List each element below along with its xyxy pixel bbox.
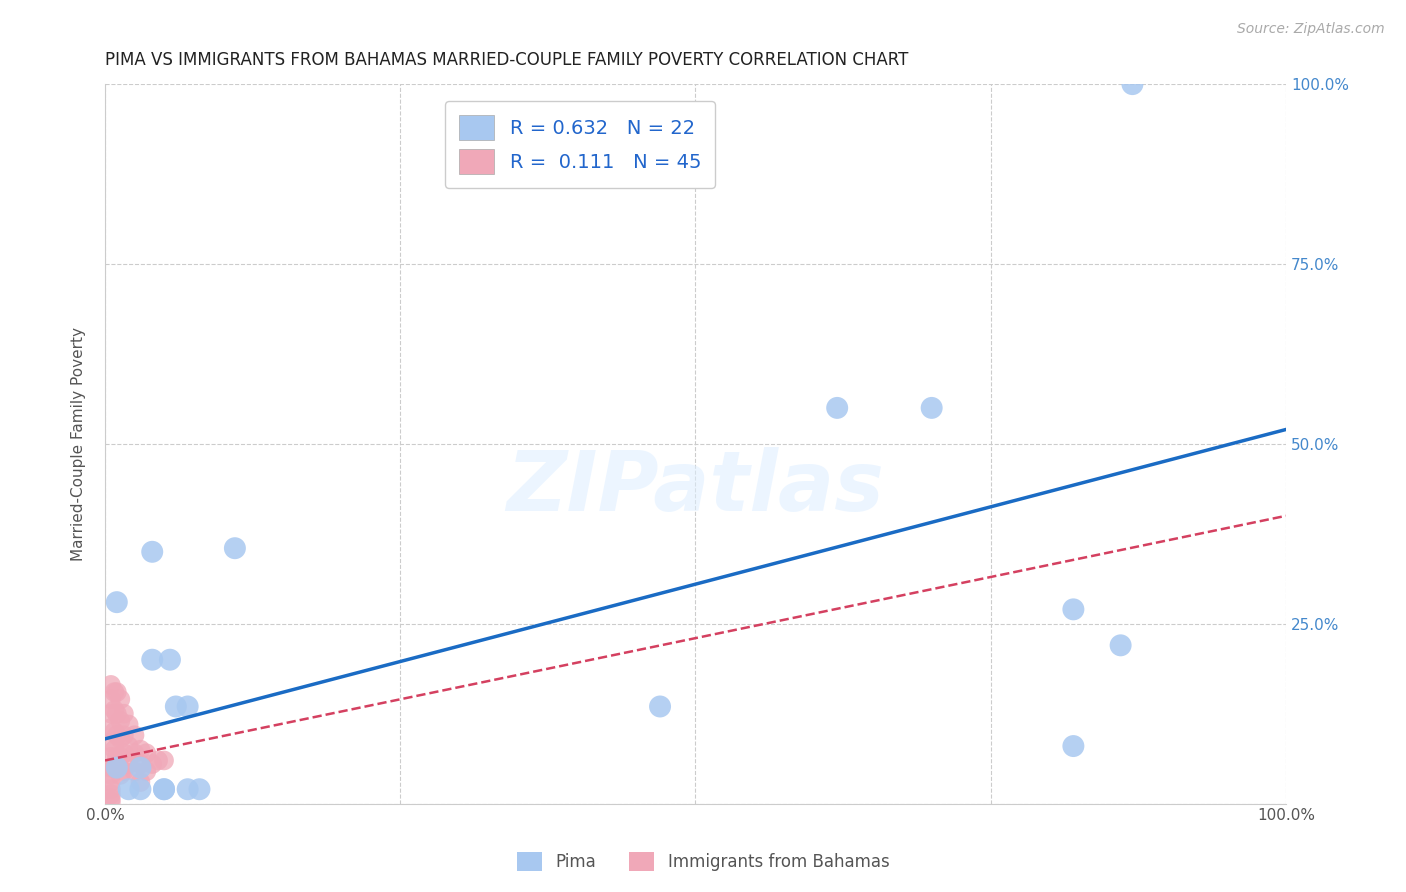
Point — [100, 749, 122, 764]
Point — [176, 782, 198, 797]
Point — [141, 545, 163, 559]
Point — [159, 653, 181, 667]
Point — [100, 706, 122, 721]
Point — [103, 742, 125, 756]
Text: PIMA VS IMMIGRANTS FROM BAHAMAS MARRIED-COUPLE FAMILY POVERTY CORRELATION CHART: PIMA VS IMMIGRANTS FROM BAHAMAS MARRIED-… — [105, 51, 908, 69]
Point — [105, 706, 128, 721]
Point — [112, 728, 135, 742]
Point — [117, 782, 139, 797]
Legend: Pima, Immigrants from Bahamas: Pima, Immigrants from Bahamas — [509, 843, 897, 880]
Point — [141, 757, 163, 772]
Point — [117, 757, 139, 772]
Point — [1109, 638, 1132, 652]
Point — [100, 735, 122, 749]
Point — [100, 775, 122, 789]
Point — [103, 761, 125, 775]
Point — [117, 739, 139, 753]
Point — [141, 653, 163, 667]
Legend: R = 0.632   N = 22, R =  0.111   N = 45: R = 0.632 N = 22, R = 0.111 N = 45 — [446, 101, 714, 188]
Point — [110, 714, 132, 728]
Point — [100, 787, 122, 801]
Point — [1062, 739, 1084, 753]
Text: Source: ZipAtlas.com: Source: ZipAtlas.com — [1237, 22, 1385, 37]
Point — [112, 746, 135, 760]
Point — [112, 764, 135, 779]
Point — [100, 721, 122, 735]
Point — [129, 757, 152, 772]
Point — [100, 678, 122, 692]
Point — [105, 685, 128, 699]
Text: ZIPatlas: ZIPatlas — [506, 447, 884, 527]
Point — [129, 775, 152, 789]
Point — [103, 724, 125, 739]
Point — [105, 749, 128, 764]
Point — [112, 706, 135, 721]
Point — [100, 795, 122, 809]
Point — [124, 746, 146, 760]
Point — [103, 703, 125, 717]
Point — [117, 717, 139, 731]
Point — [825, 401, 848, 415]
Point — [176, 699, 198, 714]
Point — [100, 782, 122, 797]
Point — [105, 761, 128, 775]
Point — [648, 699, 671, 714]
Point — [110, 768, 132, 782]
Point — [135, 746, 157, 760]
Point — [129, 742, 152, 756]
Point — [146, 754, 169, 768]
Point — [129, 782, 152, 797]
Point — [921, 401, 943, 415]
Point — [100, 761, 122, 775]
Point — [105, 595, 128, 609]
Point — [153, 782, 176, 797]
Point — [165, 699, 187, 714]
Point — [1062, 602, 1084, 616]
Point — [188, 782, 211, 797]
Point — [100, 768, 122, 782]
Point — [110, 749, 132, 764]
Point — [105, 728, 128, 742]
Point — [100, 791, 122, 805]
Point — [135, 764, 157, 779]
Y-axis label: Married-Couple Family Poverty: Married-Couple Family Poverty — [72, 326, 86, 561]
Point — [124, 764, 146, 779]
Point — [153, 782, 176, 797]
Point — [224, 541, 246, 556]
Point — [124, 728, 146, 742]
Point — [1121, 77, 1143, 91]
Point — [110, 731, 132, 746]
Point — [100, 692, 122, 706]
Point — [153, 754, 176, 768]
Point — [129, 761, 152, 775]
Point — [110, 692, 132, 706]
Point — [103, 685, 125, 699]
